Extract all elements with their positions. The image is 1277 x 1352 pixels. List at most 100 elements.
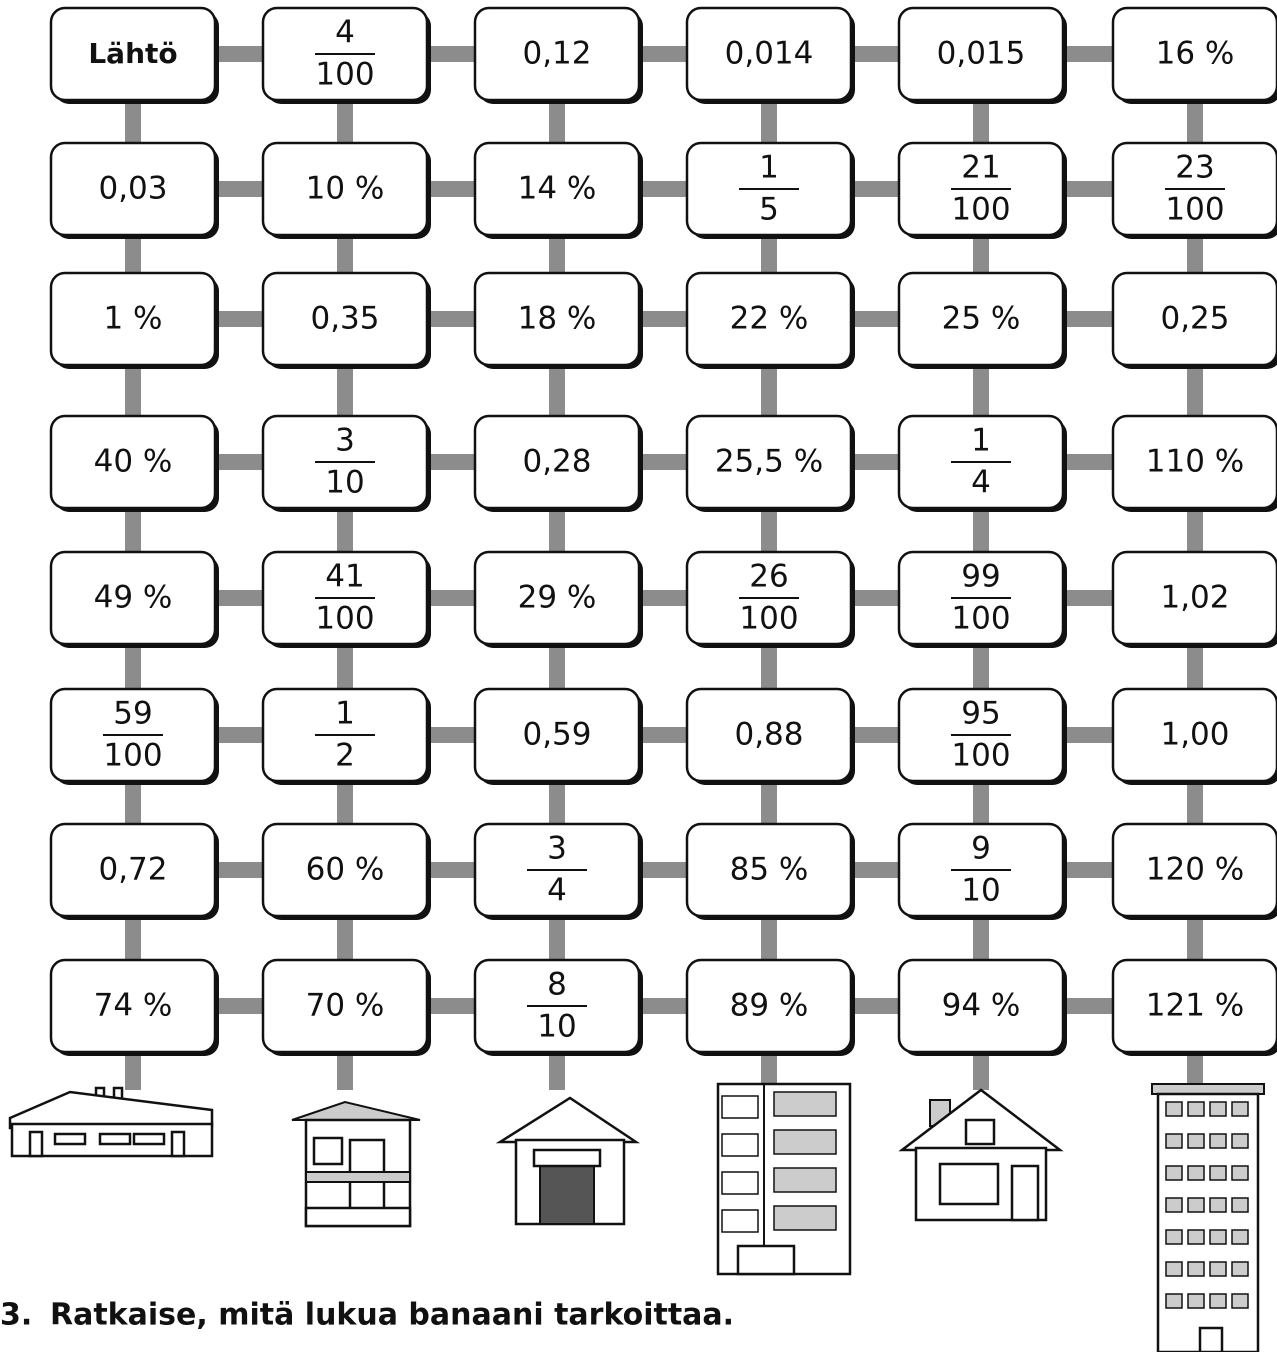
cell: 120 % [1113,824,1277,920]
cell: 34 [475,824,643,920]
denominator: 4 [971,465,991,501]
house-tower [1152,1084,1264,1352]
denominator: 100 [951,601,1010,637]
cell-value: 74 % [94,988,173,1024]
numerator: 1 [335,696,355,732]
window [1166,1134,1182,1148]
cell-value: 25,5 % [715,444,823,480]
house-hut [500,1098,636,1224]
window [1166,1102,1182,1116]
numerator: 4 [335,15,355,51]
window [1210,1294,1226,1308]
cell-value: 70 % [306,988,385,1024]
cell: 1,02 [1113,552,1277,648]
cell-value: 0,35 [310,301,379,337]
cell: 41100 [263,552,431,648]
cell: 1,00 [1113,689,1277,785]
cell-value: 85 % [730,852,809,888]
cell: 121 % [1113,960,1277,1056]
numerator: 9 [971,831,991,867]
cell: 18 % [475,273,643,369]
cell: 16 % [1113,8,1277,104]
window [1210,1166,1226,1180]
cell: 0,015 [899,8,1067,104]
cell: 0,12 [475,8,643,104]
worksheet: Lähtö41000,120,0140,01516 %0,0310 %14 %1… [0,0,1277,1352]
window [1232,1262,1248,1276]
denominator: 100 [951,192,1010,228]
cell: 0,03 [51,143,219,239]
cell: 21100 [899,143,1067,239]
cell: 74 % [51,960,219,1056]
numerator: 41 [325,559,364,595]
house-cottage [292,1102,420,1226]
cell: 26100 [687,552,855,648]
window [1188,1294,1204,1308]
numerator: 59 [113,696,152,732]
numerator: 95 [961,696,1000,732]
cell-value: 121 % [1146,988,1244,1024]
window [1188,1166,1204,1180]
cell-value: 94 % [942,988,1021,1024]
cell-value: 1 % [103,301,162,337]
cell-value: 10 % [306,171,385,207]
cell-value: 0,03 [98,171,167,207]
denominator: 10 [325,465,364,501]
cell-value: 0,59 [522,717,591,753]
window [774,1168,836,1192]
denominator: 10 [537,1009,576,1045]
cell-value: 0,25 [1160,301,1229,337]
cell: 40 % [51,416,219,512]
window [1210,1102,1226,1116]
cell: 0,014 [687,8,855,104]
window [1166,1262,1182,1276]
window [1210,1134,1226,1148]
window [1166,1230,1182,1244]
window [1210,1230,1226,1244]
cell-value: 14 % [518,171,597,207]
numerator: 23 [1175,150,1214,186]
cell-value: 29 % [518,580,597,616]
cell: 25 % [899,273,1067,369]
cell-value: 1,02 [1160,580,1229,616]
window [1188,1102,1204,1116]
cell: 14 [899,416,1067,512]
cell: 59100 [51,689,219,785]
window [1232,1102,1248,1116]
numerator: 21 [961,150,1000,186]
cell: 29 % [475,552,643,648]
cell: 1 % [51,273,219,369]
cell: Lähtö [51,8,219,104]
cell-value: 110 % [1146,444,1244,480]
window [722,1096,758,1118]
window [1188,1230,1204,1244]
window [774,1092,836,1116]
cell-value: 22 % [730,301,809,337]
cell-value: 0,12 [522,36,591,72]
cell: 0,35 [263,273,431,369]
window [1232,1166,1248,1180]
cell: 25,5 % [687,416,855,512]
cell: 0,88 [687,689,855,785]
denominator: 100 [1165,192,1224,228]
cell: 10 % [263,143,431,239]
window [1166,1198,1182,1212]
cell: 110 % [1113,416,1277,512]
cell: 0,59 [475,689,643,785]
cell-value: 40 % [94,444,173,480]
numerator: 8 [547,967,567,1003]
cell: 0,25 [1113,273,1277,369]
cell-value: 60 % [306,852,385,888]
window [1210,1262,1226,1276]
cell: 49 % [51,552,219,648]
cell: 310 [263,416,431,512]
window [1232,1230,1248,1244]
window [1232,1294,1248,1308]
cell: 85 % [687,824,855,920]
numerator: 1 [971,423,991,459]
task-number: 3. [0,1298,32,1333]
cell-value: 0,28 [522,444,591,480]
